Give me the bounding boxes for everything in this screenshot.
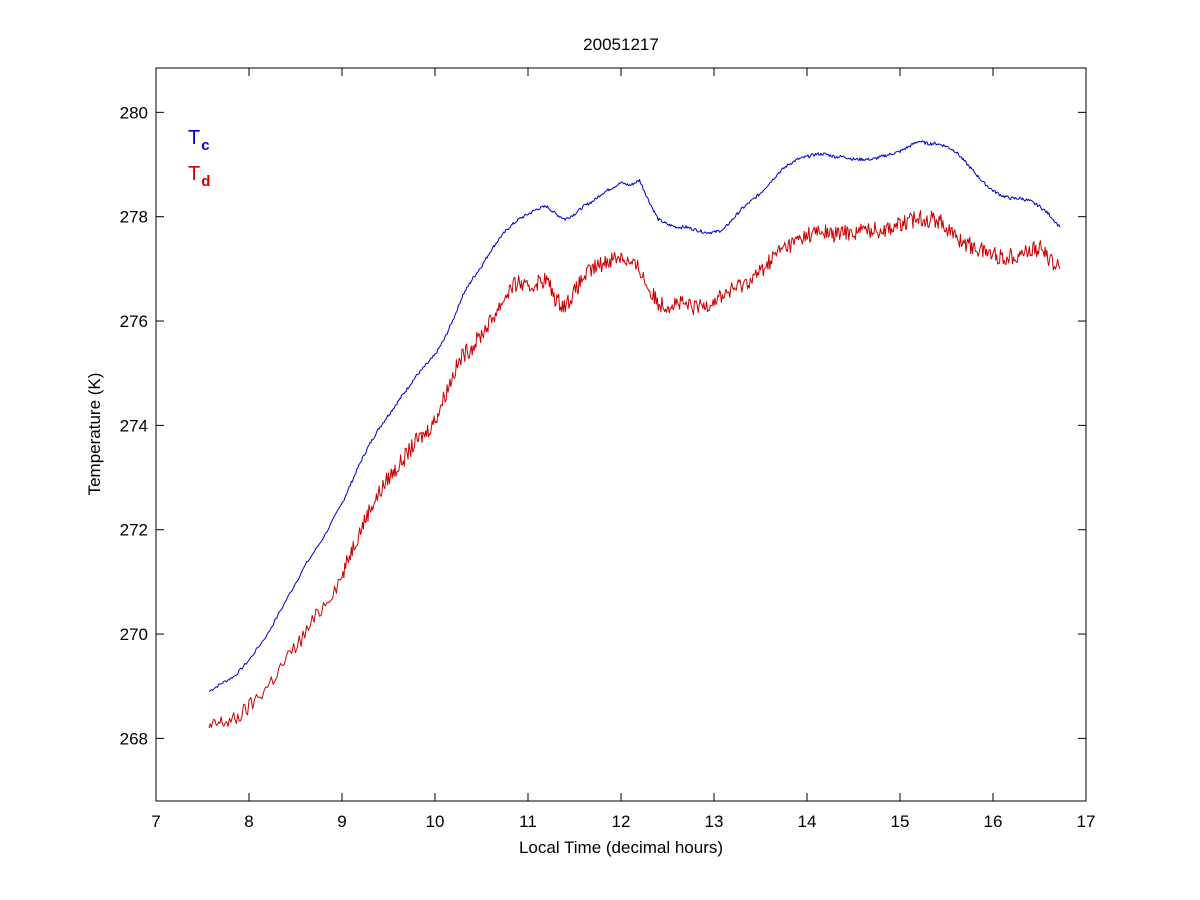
y-tick-label: 270 [120,625,148,644]
y-tick-label: 276 [120,312,148,331]
series-line-d [208,210,1061,729]
chart-title: 20051217 [583,35,659,54]
x-axis: 7 8 9 10 11 12 13 14 15 16 17 [151,68,1095,831]
y-tick-label: 268 [120,729,148,748]
y-axis: 268 270 272 274 276 278 280 [120,103,1086,748]
x-tick-label: 8 [244,812,253,831]
y-tick-label: 274 [120,416,148,435]
series-layer [208,140,1061,729]
x-tick-label: 15 [891,812,910,831]
x-tick-label: 12 [612,812,631,831]
plot-area [156,68,1086,801]
x-axis-label: Local Time (decimal hours) [519,838,723,857]
x-tick-label: 13 [705,812,724,831]
y-tick-label: 280 [120,103,148,122]
y-axis-label: Temperature (K) [85,373,104,496]
x-tick-label: 7 [151,812,160,831]
series-line-c [208,140,1061,692]
legend-label-c: Tc [188,127,210,154]
x-tick-label: 14 [798,812,817,831]
x-tick-label: 17 [1077,812,1096,831]
y-tick-label: 272 [120,521,148,540]
x-tick-label: 10 [426,812,445,831]
legend-label-d: Td [188,163,210,190]
x-tick-label: 9 [337,812,346,831]
legend: Tc Td [188,127,210,190]
y-tick-label: 278 [120,208,148,227]
x-tick-label: 11 [519,812,537,831]
x-tick-label: 16 [984,812,1003,831]
